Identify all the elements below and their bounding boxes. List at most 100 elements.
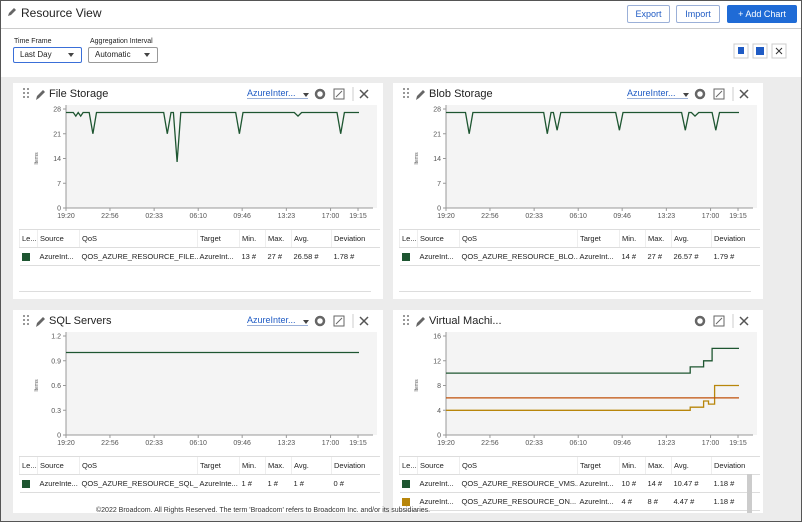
edit-icon[interactable] xyxy=(7,7,17,17)
table-cell: 1.79 # xyxy=(712,248,760,266)
column-header: Max. xyxy=(646,457,672,475)
table-cell: QOS_AZURE_RESOURCE_ON... xyxy=(460,493,578,511)
column-header: QoS xyxy=(80,457,198,475)
column-header: Avg. xyxy=(672,457,712,475)
table-cell: 1 # xyxy=(240,475,266,493)
table-cell: 4.47 # xyxy=(672,493,712,511)
data-table: Le...SourceQoSTargetMin.Max.Avg.Deviatio… xyxy=(19,229,380,266)
table-row: AzureInte...QOS_AZURE_RESOURCE_SQL_...Az… xyxy=(20,475,380,493)
table-cell: 10 # xyxy=(620,475,646,493)
table-cell: AzureInt... xyxy=(578,493,620,511)
header-row: Le...SourceQoSTargetMin.Max.Avg.Deviatio… xyxy=(400,230,760,248)
table-cell: AzureInt... xyxy=(578,248,620,266)
header-row: Le...SourceQoSTargetMin.Max.Avg.Deviatio… xyxy=(20,230,380,248)
x-tick-label: 09:46 xyxy=(233,213,251,220)
table-cell: 1 # xyxy=(266,475,292,493)
legend-swatch xyxy=(402,480,410,488)
y-axis-label: Items xyxy=(414,379,420,392)
table-cell: 26.58 # xyxy=(292,248,332,266)
x-tick-label: 02:33 xyxy=(145,213,163,220)
column-header: Source xyxy=(418,457,460,475)
column-header: Source xyxy=(418,230,460,248)
plot-background xyxy=(446,105,757,208)
import-button[interactable]: Import xyxy=(676,5,720,23)
y-axis-label: Items xyxy=(414,152,420,165)
x-tick-label: 22:56 xyxy=(481,213,499,220)
filter-label: Time Frame xyxy=(14,38,51,45)
chart-panel: SQL ServersAzureInter...Items00.30.60.91… xyxy=(13,310,383,513)
x-tick-label: 13:23 xyxy=(658,213,676,220)
table-footer-line xyxy=(19,291,371,292)
table-row: AzureInt...QOS_AZURE_RESOURCE_ON...Azure… xyxy=(400,493,760,511)
column-header: Deviation xyxy=(712,230,760,248)
x-tick-label: 22:56 xyxy=(101,440,119,447)
add-chart-button[interactable]: + Add Chart xyxy=(727,5,797,23)
column-header: Avg. xyxy=(292,230,332,248)
x-tick-label: 19:20 xyxy=(57,213,75,220)
table-cell: 0 # xyxy=(332,475,380,493)
column-header: QoS xyxy=(80,230,198,248)
table-cell: 27 # xyxy=(646,248,672,266)
column-header: Deviation xyxy=(332,230,380,248)
header-row: Le...SourceQoSTargetMin.Max.Avg.Deviatio… xyxy=(20,457,380,475)
column-header: Le... xyxy=(400,457,418,475)
caret xyxy=(67,52,75,58)
line-chart: Items0714212819:2022:5602:3306:1009:4613… xyxy=(13,83,383,223)
table-cell: 1.18 # xyxy=(712,493,760,511)
toolbar-icons[interactable] xyxy=(733,43,789,59)
header-row: Le...SourceQoSTargetMin.Max.Avg.Deviatio… xyxy=(400,457,760,475)
y-tick-label: 28 xyxy=(433,107,441,114)
x-tick-label: 17:00 xyxy=(702,213,720,220)
table-cell: 8 # xyxy=(646,493,672,511)
x-tick-label: 19:15 xyxy=(349,440,367,447)
footer: ©2022 Broadcom. All Rights Reserved. The… xyxy=(96,507,430,514)
x-tick-label: 17:00 xyxy=(322,440,340,447)
y-tick-label: 0 xyxy=(437,433,441,440)
line-chart: Items048121619:2022:5602:3306:1009:4613:… xyxy=(393,310,763,450)
x-tick-label: 06:10 xyxy=(189,440,207,447)
x-tick-label: 06:10 xyxy=(569,213,587,220)
x-tick-label: 19:15 xyxy=(349,213,367,220)
table-cell: QOS_AZURE_RESOURCE_BLO... xyxy=(460,248,578,266)
chart-panel: Blob StorageAzureInter...Items0714212819… xyxy=(393,83,763,299)
x-tick-label: 22:56 xyxy=(101,213,119,220)
table-cell: QOS_AZURE_RESOURCE_VMS... xyxy=(460,475,578,493)
filter-label: Aggregation Interval xyxy=(90,38,153,45)
column-header: Max. xyxy=(646,230,672,248)
column-header: Min. xyxy=(620,230,646,248)
page-title: Resource View xyxy=(21,6,101,20)
table-cell: AzureInte... xyxy=(198,475,240,493)
line-chart: Items00.30.60.91.219:2022:5602:3306:1009… xyxy=(13,310,383,450)
scrollbar xyxy=(747,474,752,513)
line-chart: Items0714212819:2022:5602:3306:1009:4613… xyxy=(393,83,763,223)
legend-cell xyxy=(20,475,38,493)
table-footer-line xyxy=(399,291,751,292)
y-tick-label: 0 xyxy=(57,206,61,213)
x-tick-label: 19:20 xyxy=(437,213,455,220)
x-tick-label: 09:46 xyxy=(613,440,631,447)
export-button[interactable]: Export xyxy=(627,5,670,23)
column-header: Avg. xyxy=(672,230,712,248)
y-tick-label: 7 xyxy=(437,181,441,188)
column-header: Max. xyxy=(266,457,292,475)
column-header: Deviation xyxy=(712,457,760,475)
y-tick-label: 0.6 xyxy=(51,383,61,390)
data-table: Le...SourceQoSTargetMin.Max.Avg.Deviatio… xyxy=(399,229,760,266)
y-tick-label: 21 xyxy=(433,131,441,138)
table-cell: 14 # xyxy=(620,248,646,266)
x-tick-label: 06:10 xyxy=(189,213,207,220)
x-tick-label: 22:56 xyxy=(481,440,499,447)
table-row: AzureInt...QOS_AZURE_RESOURCE_FILE...Azu… xyxy=(20,248,380,266)
x-tick-label: 13:23 xyxy=(278,440,296,447)
column-header: Target xyxy=(578,230,620,248)
plot-background xyxy=(66,105,377,208)
table-cell: AzureInt... xyxy=(418,475,460,493)
table-cell: 10.47 # xyxy=(672,475,712,493)
table-cell: 1.78 # xyxy=(332,248,380,266)
y-tick-label: 16 xyxy=(433,334,441,341)
legend-cell xyxy=(400,475,418,493)
y-tick-label: 0 xyxy=(57,433,61,440)
x-tick-label: 13:23 xyxy=(278,213,296,220)
table-cell: AzureInt... xyxy=(418,248,460,266)
